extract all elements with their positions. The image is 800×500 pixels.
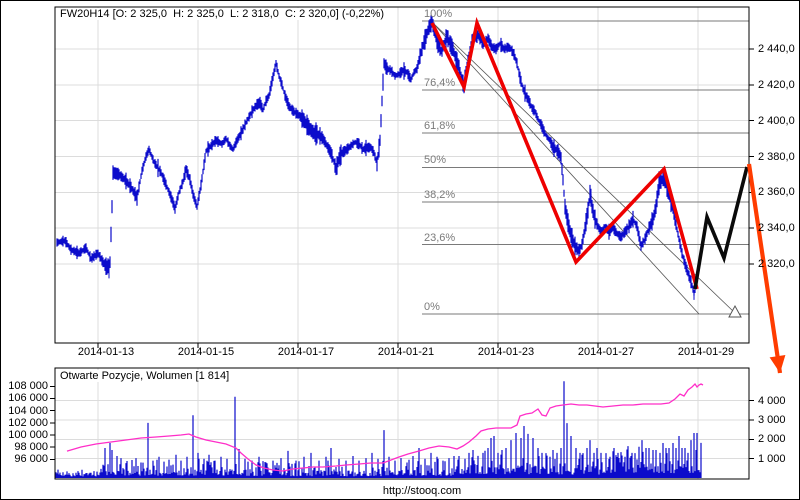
candlestick-series: [56, 15, 700, 296]
fibonacci-level-label: 50%: [424, 154, 447, 167]
date-axis-label: 2014-01-29: [677, 346, 735, 358]
date-axis-label: 2014-01-15: [177, 346, 235, 358]
date-axis-label: 2014-01-17: [277, 346, 335, 358]
price-axis-label: 2 380,0: [758, 150, 795, 163]
price-axis-label: 2 320,0: [758, 258, 795, 270]
open-interest-axis-label: 106 000: [8, 392, 48, 405]
price-axis-label: 2 340,0: [758, 222, 795, 235]
orange-arrow-shaft[interactable]: [746, 163, 783, 374]
volume-axis-label: 3 000: [758, 414, 786, 426]
date-axis-label: 2014-01-23: [477, 346, 535, 358]
fibonacci-level-label: 0%: [424, 300, 440, 313]
price-axis-label: 2 440,0: [758, 43, 795, 55]
symbol-ohlc-header: FW20H14 [O: 2 325,0 H: 2 325,0 L: 2 318,…: [58, 8, 387, 20]
fibonacci-level-label: 61,8%: [424, 119, 456, 132]
open-interest-axis-label: 96 000: [14, 453, 48, 466]
trendline: [431, 21, 700, 315]
fibonacci-level-label: 23,6%: [424, 231, 456, 244]
red-zigzag-drawing[interactable]: [430, 16, 699, 290]
volume-axis-label: 2 000: [758, 433, 786, 446]
open-interest-axis-label: 102 000: [8, 416, 48, 429]
stooq-url-link[interactable]: http://stooq.com: [382, 485, 462, 497]
open-interest-axis-label: 104 000: [8, 404, 48, 417]
fibonacci-level-label: 76,4%: [424, 77, 456, 90]
fibonacci-level-label: 38,2%: [424, 189, 456, 201]
open-interest-axis-label: 100 000: [8, 429, 48, 441]
orange-arrow-head: [769, 355, 786, 373]
trendline-end-marker: [728, 304, 742, 318]
price-axis-label: 2 360,0: [758, 186, 795, 199]
price-axis-label: 2 400,0: [758, 114, 795, 127]
volume-panel-header: Otwarte Pozycje, Wolumen [1 814]: [58, 370, 232, 382]
price-axis-label: 2 420,0: [758, 78, 795, 91]
black-zigzag-drawing[interactable]: [693, 166, 749, 290]
volume-axis-label: 1 000: [758, 452, 786, 465]
date-axis-label: 2014-01-27: [577, 346, 635, 358]
open-interest-axis-label: 98 000: [14, 441, 48, 454]
open-interest-line: [66, 382, 704, 472]
date-axis-label: 2014-01-13: [77, 346, 135, 358]
price-panel-frame: [54, 6, 750, 344]
open-interest-axis-label: 108 000: [8, 380, 48, 393]
date-axis-label: 2014-01-21: [377, 346, 435, 358]
volume-panel-frame: [54, 367, 750, 480]
volume-bars: [55, 381, 702, 478]
volume-axis-label: 4 000: [758, 394, 786, 407]
fibonacci-level-label: 100%: [424, 8, 453, 21]
